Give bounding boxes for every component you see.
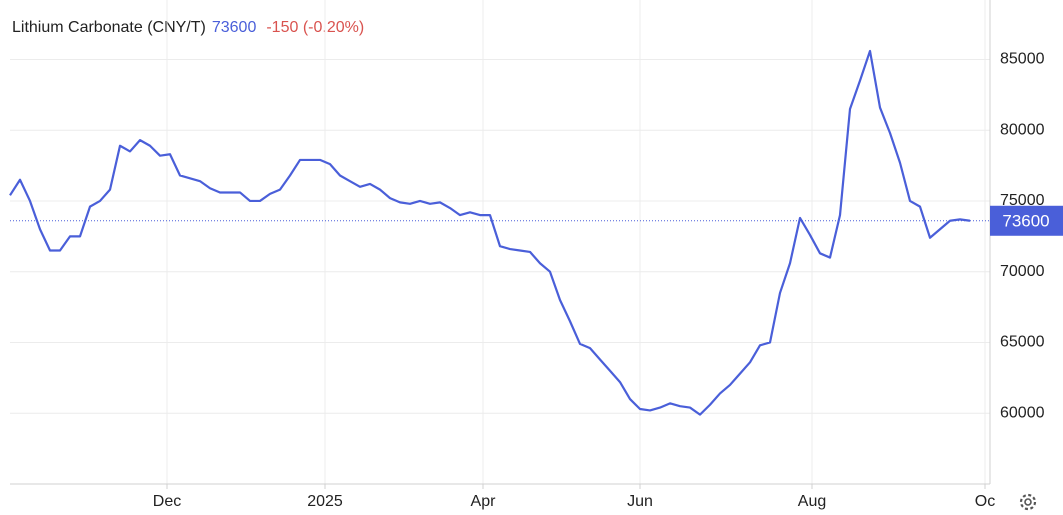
x-tick-label: 2025 xyxy=(307,493,343,510)
y-tick-label: 75000 xyxy=(1000,192,1045,209)
x-tick-label: Jun xyxy=(627,493,653,510)
grid xyxy=(10,0,990,484)
y-tick-label: 70000 xyxy=(1000,263,1045,280)
price: 73600 xyxy=(212,19,257,36)
change: -150 (-0.20%) xyxy=(266,19,364,36)
settings-icon[interactable] xyxy=(1019,493,1037,511)
y-tick-label: 85000 xyxy=(1000,51,1045,68)
x-tick-label: Apr xyxy=(471,493,497,510)
title: Lithium Carbonate (CNY/T) xyxy=(12,19,206,36)
y-tick-label: 60000 xyxy=(1000,404,1045,421)
x-tick-label: Oc xyxy=(975,493,995,510)
chart-title: Lithium Carbonate (CNY/T) 73600 -150 (-0.2… xyxy=(12,19,364,36)
y-tick-label: 65000 xyxy=(1000,334,1045,351)
price-line xyxy=(9,49,971,416)
x-tick-label: Aug xyxy=(798,493,826,510)
last-price-badge xyxy=(990,205,1063,236)
y-tick-label: 80000 xyxy=(1000,121,1045,138)
last-price-label: 73600 xyxy=(1002,211,1049,230)
x-tick-label: Dec xyxy=(153,493,181,510)
